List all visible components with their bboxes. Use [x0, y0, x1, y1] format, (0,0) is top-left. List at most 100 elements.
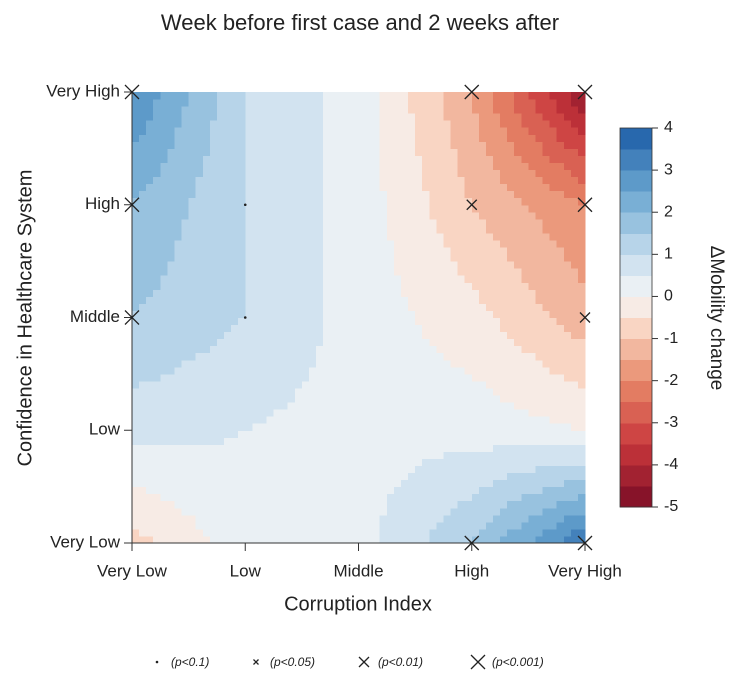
contour-cell: [337, 359, 345, 368]
contour-cell: [500, 395, 508, 403]
contour-cell: [500, 282, 508, 290]
contour-cell: [330, 211, 338, 220]
contour-cell: [181, 141, 190, 149]
contour-cell: [224, 303, 232, 311]
contour-cell: [556, 331, 565, 340]
contour-cell: [535, 127, 544, 135]
contour-cell: [386, 380, 395, 389]
contour-cell: [224, 423, 232, 431]
contour-cell: [323, 345, 331, 354]
contour-cell: [386, 472, 395, 481]
contour-cell: [330, 387, 338, 396]
contour-cell: [415, 359, 423, 368]
contour-cell: [344, 155, 352, 163]
contour-cell: [308, 331, 317, 340]
contour-cell: [422, 359, 430, 368]
contour-cell: [535, 465, 544, 474]
contour-cell: [471, 324, 480, 333]
contour-cell: [549, 289, 558, 297]
contour-cell: [238, 409, 246, 417]
contour-cell: [330, 437, 338, 445]
contour-cell: [542, 190, 551, 199]
contour-cell: [556, 409, 565, 417]
contour-cell: [500, 338, 508, 347]
contour-cell: [450, 303, 459, 311]
contour-cell: [457, 106, 466, 114]
contour-cell: [259, 352, 267, 361]
contour-cell: [422, 176, 430, 185]
contour-cell: [450, 359, 459, 368]
contour-cell: [478, 232, 487, 241]
contour-cell: [174, 113, 183, 121]
contour-cell: [443, 486, 452, 495]
contour-cell: [308, 261, 317, 269]
contour-cell: [408, 465, 416, 474]
contour-cell: [577, 387, 586, 396]
contour-cell: [556, 507, 565, 516]
contour-cell: [344, 92, 352, 100]
contour-cell: [294, 289, 303, 297]
contour-cell: [521, 486, 529, 495]
contour-cell: [507, 169, 515, 178]
colorbar-tick-label: 0: [664, 288, 673, 305]
chart-title: Week before first case and 2 weeks after: [161, 10, 559, 35]
contour-cell: [188, 176, 197, 185]
contour-cell: [386, 106, 395, 114]
contour-cell: [259, 317, 267, 326]
contour-cell: [323, 402, 331, 410]
contour-cell: [209, 359, 218, 368]
contour-cell: [259, 162, 267, 171]
contour-cell: [266, 239, 275, 248]
contour-cell: [266, 500, 275, 509]
contour-cell: [457, 521, 466, 530]
legend-symbol: [358, 656, 370, 668]
contour-cell: [500, 92, 508, 100]
colorbar-band: [620, 485, 652, 508]
contour-cell: [464, 261, 473, 269]
contour-cell: [245, 289, 253, 297]
contour-cell: [521, 338, 529, 347]
contour-cell: [379, 430, 388, 438]
contour-cell: [507, 324, 515, 333]
contour-cell: [549, 296, 558, 304]
contour-cell: [301, 183, 310, 192]
contour-cell: [316, 535, 324, 544]
contour-cell: [259, 521, 267, 530]
contour-cell: [273, 486, 282, 495]
contour-cell: [542, 479, 551, 488]
contour-cell: [408, 254, 416, 262]
contour-cell: [471, 423, 480, 431]
contour-cell: [337, 345, 345, 354]
contour-cell: [132, 423, 140, 431]
legend-symbol: [253, 659, 259, 665]
contour-cell: [139, 472, 147, 481]
contour-cell: [507, 451, 515, 459]
contour-cell: [563, 232, 572, 241]
contour-cell: [344, 437, 352, 445]
contour-cell: [464, 232, 473, 241]
contour-cell: [167, 423, 175, 431]
contour-cell: [139, 402, 147, 410]
contour-cell: [132, 127, 140, 135]
contour-cell: [153, 472, 161, 481]
contour-cell: [549, 211, 558, 220]
contour-cell: [330, 479, 338, 488]
contour-cell: [139, 409, 147, 417]
significance-marker: [124, 310, 140, 325]
contour-cell: [514, 465, 522, 474]
contour-cell: [252, 176, 260, 185]
contour-cell: [330, 423, 338, 431]
contour-cell: [337, 493, 345, 502]
contour-cell: [478, 416, 487, 424]
contour-cell: [132, 514, 140, 523]
contour-cell: [294, 99, 303, 107]
contour-cell: [429, 247, 437, 255]
contour-cell: [316, 169, 324, 178]
contour-cell: [408, 162, 416, 171]
contour-cell: [174, 162, 183, 171]
contour-cell: [231, 500, 239, 509]
contour-cell: [167, 380, 175, 389]
contour-cell: [216, 183, 225, 192]
contour-cell: [351, 225, 359, 234]
contour-cell: [245, 380, 253, 389]
